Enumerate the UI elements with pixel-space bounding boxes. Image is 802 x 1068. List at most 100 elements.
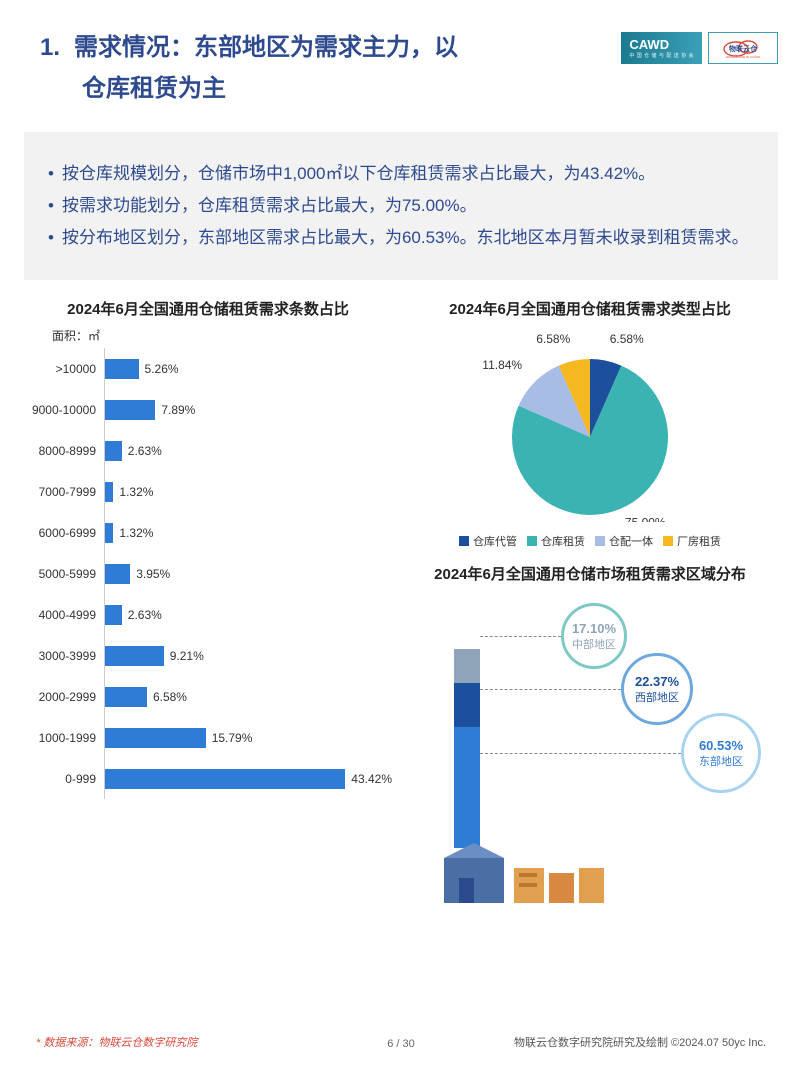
bar-category-label: 2000-2999 xyxy=(24,690,104,704)
cloud-logo: 物联云仓 WAREHOUSE IN CLOUD xyxy=(708,32,778,64)
legend-item: 仓库代管 xyxy=(459,533,517,549)
bubble-label: 西部地区 xyxy=(635,689,679,705)
bar-value-label: 5.26% xyxy=(145,362,179,376)
bar-category-label: 1000-1999 xyxy=(24,731,104,745)
bar-track: 9.21% xyxy=(104,635,392,676)
legend-swatch xyxy=(663,536,673,546)
bar-fill xyxy=(105,728,206,748)
svg-text:WAREHOUSE IN CLOUD: WAREHOUSE IN CLOUD xyxy=(726,55,762,59)
bar-fill xyxy=(105,482,113,502)
summary-item: •按分布地区划分，东部地区需求占比最大，为60.53%。东北地区本月暂未收录到租… xyxy=(48,222,754,254)
pie-slice-label: 6.58% xyxy=(536,333,570,347)
page-header: 1. 需求情况：东部地区为需求主力，以 仓库租赁为主 CAWD 中 国 仓 储 与… xyxy=(0,0,802,122)
bar-row: 6000-6999 1.32% xyxy=(24,512,392,553)
bar-track: 6.58% xyxy=(104,676,392,717)
footer-credit: 物联云仓数字研究院研究及绘制 ©2024.07 50yc Inc. xyxy=(514,1034,766,1050)
bar-track: 2.63% xyxy=(104,430,392,471)
page-title: 1. 需求情况：东部地区为需求主力，以 仓库租赁为主 xyxy=(40,28,621,110)
bar-value-label: 1.32% xyxy=(119,485,153,499)
bar-category-label: 9000-10000 xyxy=(24,403,104,417)
bar-fill xyxy=(105,769,345,789)
legend-item: 仓库租赁 xyxy=(527,533,585,549)
bar-row: 9000-10000 7.89% xyxy=(24,389,392,430)
bar-value-label: 3.95% xyxy=(136,567,170,581)
bar-track: 1.32% xyxy=(104,512,392,553)
legend-swatch xyxy=(459,536,469,546)
pie-chart-title: 2024年6月全国通用仓储租赁需求类型占比 xyxy=(406,298,774,319)
legend-item: 仓配一体 xyxy=(595,533,653,549)
bar-value-label: 2.63% xyxy=(128,444,162,458)
bubble-pct: 17.10% xyxy=(572,621,616,636)
summary-item: •按需求功能划分，仓库租赁需求占比最大，为75.00%。 xyxy=(48,190,754,222)
bar-track: 1.32% xyxy=(104,471,392,512)
bar-row: 7000-7999 1.32% xyxy=(24,471,392,512)
bar-value-label: 6.58% xyxy=(153,690,187,704)
bullet-icon: • xyxy=(48,222,54,254)
bar-value-label: 43.42% xyxy=(351,772,392,786)
charts-container: 2024年6月全国通用仓储租赁需求条数占比 面积：㎡ >10000 5.26% 90… xyxy=(0,298,802,848)
summary-box: •按仓库规模划分，仓储市场中1,000㎡以下仓库租赁需求占比最大，为43.42%… xyxy=(24,132,778,281)
bar-category-label: >10000 xyxy=(24,362,104,376)
bar-chart-title: 2024年6月全国通用仓储租赁需求条数占比 xyxy=(24,298,392,319)
bar-row: 0-99943.42% xyxy=(24,758,392,799)
bar-track: 5.26% xyxy=(104,348,392,389)
bar-fill xyxy=(105,523,113,543)
stack-segment xyxy=(454,683,480,728)
data-source: * 数据来源：物联云仓数字研究院 xyxy=(36,1034,197,1050)
stack-segment xyxy=(454,649,480,683)
bar-category-label: 8000-8999 xyxy=(24,444,104,458)
region-bubble: 60.53%东部地区 xyxy=(681,713,761,793)
pie-chart: 6.58% 75.00% 11.84% 6.58% xyxy=(406,327,774,527)
bar-row: 1000-199915.79% xyxy=(24,717,392,758)
pie-svg: 6.58% 75.00% 11.84% 6.58% xyxy=(460,332,720,522)
bar-category-label: 3000-3999 xyxy=(24,649,104,663)
title-line1: 需求情况：东部地区为需求主力，以 xyxy=(74,34,458,61)
bubble-label: 东部地区 xyxy=(699,753,743,769)
callout-line xyxy=(480,636,561,637)
bar-value-label: 1.32% xyxy=(119,526,153,540)
pie-slice-label: 6.58% xyxy=(610,333,644,347)
stacked-bar xyxy=(454,648,480,848)
bar-chart-panel: 2024年6月全国通用仓储租赁需求条数占比 面积：㎡ >10000 5.26% 90… xyxy=(24,298,392,848)
cawd-logo-sub: 中 国 仓 储 与 配 送 协 会 xyxy=(629,52,694,59)
bar-category-label: 7000-7999 xyxy=(24,485,104,499)
region-bubble: 22.37%西部地区 xyxy=(621,653,693,725)
bar-axis-label: 面积：㎡ xyxy=(52,327,392,344)
bar-row: 5000-59993.95% xyxy=(24,553,392,594)
cawd-logo-text: CAWD xyxy=(629,37,694,52)
bar-fill xyxy=(105,441,122,461)
title-line2: 仓库租赁为主 xyxy=(82,75,226,102)
bar-chart: >10000 5.26% 9000-10000 7.89% 8000-8999 2.63%… xyxy=(24,348,392,799)
stack-segment xyxy=(454,727,480,848)
summary-text: 按分布地区划分，东部地区需求占比最大，为60.53%。东北地区本月暂未收录到租赁… xyxy=(62,222,749,254)
region-bubble: 17.10%中部地区 xyxy=(561,603,627,669)
pie-slice-label: 11.84% xyxy=(482,359,522,373)
legend-swatch xyxy=(527,536,537,546)
bar-fill xyxy=(105,605,122,625)
legend-label: 厂房租赁 xyxy=(677,533,721,549)
bar-value-label: 7.89% xyxy=(161,403,195,417)
bar-fill xyxy=(105,359,139,379)
cawd-logo: CAWD 中 国 仓 储 与 配 送 协 会 xyxy=(621,32,702,64)
title-number: 1. xyxy=(40,34,60,61)
bar-row: 3000-3999 9.21% xyxy=(24,635,392,676)
summary-item: •按仓库规模划分，仓储市场中1,000㎡以下仓库租赁需求占比最大，为43.42%… xyxy=(48,158,754,190)
bar-row: 8000-8999 2.63% xyxy=(24,430,392,471)
bar-value-label: 2.63% xyxy=(128,608,162,622)
right-charts: 2024年6月全国通用仓储租赁需求类型占比 6.58%75.00%11.84%6… xyxy=(406,298,774,848)
summary-text: 按仓库规模划分，仓储市场中1,000㎡以下仓库租赁需求占比最大，为43.42%。 xyxy=(62,158,655,190)
bar-row: >10000 5.26% xyxy=(24,348,392,389)
logo-group: CAWD 中 国 仓 储 与 配 送 协 会 物联云仓 WAREHOUSE IN… xyxy=(621,32,778,64)
bar-fill xyxy=(105,564,130,584)
bar-track: 15.79% xyxy=(104,717,392,758)
bar-category-label: 6000-6999 xyxy=(24,526,104,540)
bar-track: 2.63% xyxy=(104,594,392,635)
region-chart: 17.10%中部地区22.37%西部地区60.53%东部地区 xyxy=(406,598,774,848)
bar-track: 3.95% xyxy=(104,553,392,594)
pie-slice-label: 75.00% xyxy=(625,516,666,523)
svg-text:物联云仓: 物联云仓 xyxy=(729,44,758,53)
bubble-pct: 22.37% xyxy=(635,674,679,689)
bubble-label: 中部地区 xyxy=(572,636,616,652)
bar-value-label: 9.21% xyxy=(170,649,204,663)
legend-label: 仓库代管 xyxy=(473,533,517,549)
